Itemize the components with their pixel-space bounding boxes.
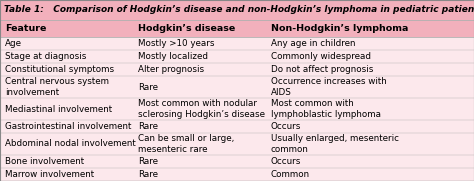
Text: Non-Hodgkin’s lymphoma: Non-Hodgkin’s lymphoma — [271, 24, 408, 33]
Bar — [0, 37, 474, 50]
Bar — [0, 120, 474, 133]
Text: Central nervous system: Central nervous system — [5, 77, 109, 86]
Text: Rare: Rare — [138, 122, 158, 131]
Text: Constitutional symptoms: Constitutional symptoms — [5, 65, 115, 74]
Text: Age: Age — [5, 39, 22, 48]
Bar — [0, 168, 474, 181]
Text: sclerosing Hodgkin’s disease: sclerosing Hodgkin’s disease — [138, 110, 265, 119]
Text: Mostly localized: Mostly localized — [138, 52, 208, 61]
Text: Do not affect prognosis: Do not affect prognosis — [271, 65, 373, 74]
Text: Commonly widespread: Commonly widespread — [271, 52, 371, 61]
Text: Mediastinal involvement: Mediastinal involvement — [5, 104, 112, 113]
Text: Occurrence increases with: Occurrence increases with — [271, 77, 387, 86]
Bar — [0, 50, 474, 63]
Text: mesenteric rare: mesenteric rare — [138, 145, 208, 154]
Text: Rare: Rare — [138, 83, 158, 92]
Text: Mostly >10 years: Mostly >10 years — [138, 39, 215, 48]
Text: Hodgkin’s disease: Hodgkin’s disease — [138, 24, 235, 33]
Text: Stage at diagnosis: Stage at diagnosis — [5, 52, 87, 61]
Bar — [0, 155, 474, 168]
Text: Common: Common — [271, 170, 310, 179]
Text: Abdominal nodal involvement: Abdominal nodal involvement — [5, 140, 136, 148]
Bar — [0, 98, 474, 120]
Text: Rare: Rare — [138, 157, 158, 166]
Text: Alter prognosis: Alter prognosis — [138, 65, 204, 74]
Text: Occurs: Occurs — [271, 157, 301, 166]
Bar — [0, 20, 474, 37]
Text: Marrow involvement: Marrow involvement — [5, 170, 94, 179]
Text: common: common — [271, 145, 309, 154]
Text: Bone involvement: Bone involvement — [5, 157, 84, 166]
Bar — [0, 133, 474, 155]
Text: AIDS: AIDS — [271, 88, 292, 97]
Text: Gastrointestinal involvement: Gastrointestinal involvement — [5, 122, 132, 131]
Text: Table 1:   Comparison of Hodgkin’s disease and non-Hodgkin’s lymphoma in pediatr: Table 1: Comparison of Hodgkin’s disease… — [4, 5, 474, 14]
Text: lymphoblastic lymphoma: lymphoblastic lymphoma — [271, 110, 381, 119]
Text: involvement: involvement — [5, 88, 60, 97]
Bar — [0, 63, 474, 76]
Bar — [0, 0, 474, 20]
Text: Usually enlarged, mesenteric: Usually enlarged, mesenteric — [271, 134, 399, 143]
Text: Most common with: Most common with — [271, 99, 354, 108]
Text: Occurs: Occurs — [271, 122, 301, 131]
Text: Can be small or large,: Can be small or large, — [138, 134, 234, 143]
Text: Most common with nodular: Most common with nodular — [138, 99, 257, 108]
Text: Feature: Feature — [5, 24, 47, 33]
Bar — [0, 76, 474, 98]
Text: Rare: Rare — [138, 170, 158, 179]
Text: Any age in children: Any age in children — [271, 39, 356, 48]
